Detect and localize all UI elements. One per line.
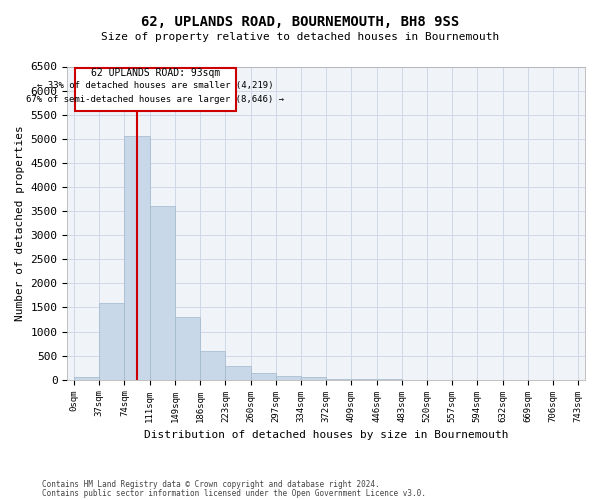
Text: 67% of semi-detached houses are larger (8,646) →: 67% of semi-detached houses are larger (… bbox=[26, 95, 284, 104]
Bar bbox=[301, 378, 326, 380]
Bar bbox=[276, 376, 301, 380]
X-axis label: Distribution of detached houses by size in Bournemouth: Distribution of detached houses by size … bbox=[144, 430, 508, 440]
Text: 62 UPLANDS ROAD: 93sqm: 62 UPLANDS ROAD: 93sqm bbox=[91, 68, 220, 78]
Bar bbox=[150, 206, 175, 380]
Bar bbox=[326, 378, 352, 380]
Text: 62, UPLANDS ROAD, BOURNEMOUTH, BH8 9SS: 62, UPLANDS ROAD, BOURNEMOUTH, BH8 9SS bbox=[141, 15, 459, 29]
Bar bbox=[124, 136, 150, 380]
Bar bbox=[99, 302, 124, 380]
Y-axis label: Number of detached properties: Number of detached properties bbox=[15, 125, 25, 321]
Bar bbox=[226, 366, 251, 380]
Bar bbox=[251, 374, 276, 380]
Text: Size of property relative to detached houses in Bournemouth: Size of property relative to detached ho… bbox=[101, 32, 499, 42]
Text: ← 33% of detached houses are smaller (4,219): ← 33% of detached houses are smaller (4,… bbox=[37, 82, 274, 90]
Bar bbox=[175, 317, 200, 380]
Bar bbox=[200, 351, 226, 380]
FancyBboxPatch shape bbox=[76, 68, 236, 111]
Text: Contains public sector information licensed under the Open Government Licence v3: Contains public sector information licen… bbox=[42, 488, 426, 498]
Text: Contains HM Land Registry data © Crown copyright and database right 2024.: Contains HM Land Registry data © Crown c… bbox=[42, 480, 380, 489]
Bar bbox=[74, 378, 99, 380]
